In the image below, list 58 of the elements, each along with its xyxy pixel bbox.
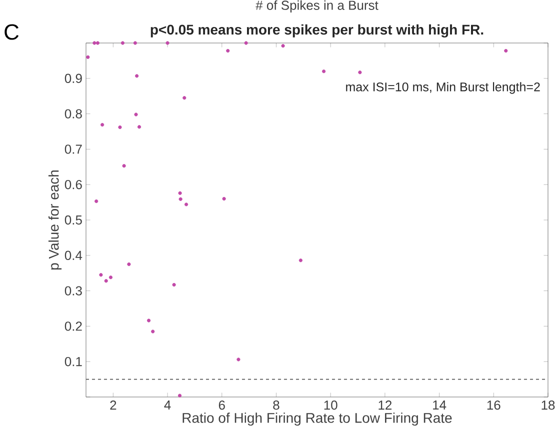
point	[94, 199, 98, 204]
x-tick-label: 6	[218, 400, 225, 410]
point	[236, 358, 240, 362]
point	[118, 125, 122, 130]
point	[222, 196, 226, 201]
point	[178, 191, 182, 195]
chart-subtitle: p<0.05 means more spikes per burst with high FR.	[150, 24, 484, 38]
point	[322, 70, 326, 74]
point	[226, 48, 230, 53]
x-tick-label: 8	[273, 400, 280, 410]
y-axis-title: p Value for each	[48, 170, 62, 270]
point	[178, 394, 182, 398]
point	[358, 70, 362, 74]
x-tick-label: 10	[324, 400, 338, 410]
point	[182, 96, 186, 100]
y-tick-label: 0.2	[64, 322, 82, 331]
point	[178, 197, 182, 201]
point	[151, 330, 155, 334]
chart-title: # of Spikes in a Burst	[256, 0, 378, 12]
text: C	[4, 24, 19, 40]
x-tick-label: 2	[110, 400, 116, 410]
y-tick-label: 0.3	[64, 286, 82, 296]
x-tick-label: 16	[487, 400, 500, 410]
x-tick-label: 14	[433, 400, 446, 410]
point	[96, 41, 100, 45]
point	[146, 318, 151, 322]
point	[172, 282, 176, 287]
point	[92, 41, 96, 45]
y-tick-label: 0.7	[64, 144, 82, 154]
point	[104, 279, 108, 283]
y-tick-label: 0.9	[64, 74, 82, 83]
x-axis-title: Ratio of High Firing Rate to Low Firing Rate	[182, 412, 452, 426]
y-tick-label: 0.1	[64, 356, 82, 366]
point	[99, 273, 103, 277]
x-tick-label: 12	[378, 400, 392, 410]
y-tick-label: 0.5	[64, 215, 82, 225]
point	[108, 276, 113, 280]
y-tick-label: 0.4	[64, 250, 82, 260]
point	[298, 258, 302, 262]
point	[137, 125, 142, 129]
annotation: max ISI=10 ms, Min Burst length=2	[346, 82, 540, 94]
point	[281, 44, 285, 48]
point	[100, 122, 104, 127]
x-tick-label: 18	[542, 400, 555, 410]
point	[135, 74, 139, 78]
point	[134, 112, 138, 116]
point	[166, 41, 170, 45]
y-tick-label: 0.6	[64, 180, 82, 190]
point	[133, 41, 137, 45]
point	[504, 48, 508, 53]
point	[122, 164, 126, 168]
point	[86, 55, 90, 59]
point	[120, 41, 124, 45]
point	[244, 41, 248, 45]
point	[184, 202, 188, 206]
y-tick-label: 0.8	[64, 109, 82, 118]
point	[127, 262, 131, 266]
x-tick-label: 4	[164, 400, 171, 410]
